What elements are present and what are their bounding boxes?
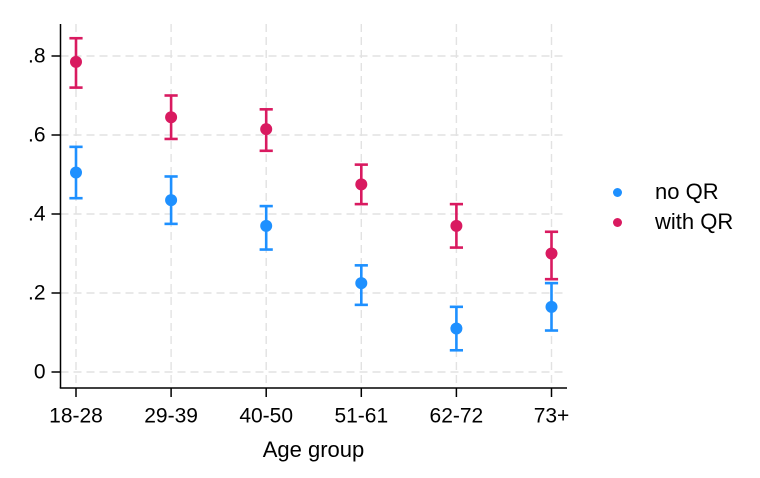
x-tick-label: 62-72 xyxy=(430,405,484,428)
data-point xyxy=(545,300,558,313)
data-point xyxy=(260,123,273,136)
x-tick-label: 51-61 xyxy=(334,405,388,428)
legend: no QR with QR xyxy=(613,177,733,237)
x-tick-label: 40-50 xyxy=(239,405,293,428)
legend-marker-no-qr-icon xyxy=(613,187,622,197)
data-point xyxy=(260,219,273,232)
y-tick-label: .8 xyxy=(28,45,46,68)
legend-item-no-qr: no QR xyxy=(613,177,733,207)
data-point xyxy=(165,111,178,124)
y-tick-label: .4 xyxy=(28,203,46,226)
y-tick-label: 0 xyxy=(34,361,46,384)
data-point xyxy=(355,277,368,290)
x-tick-label: 18-28 xyxy=(49,405,103,428)
x-axis-title: Age group xyxy=(262,437,365,462)
data-point xyxy=(70,55,82,68)
data-point xyxy=(450,219,463,232)
x-tick-label: 73+ xyxy=(534,405,570,428)
data-point xyxy=(545,247,558,260)
legend-marker-with-qr-icon xyxy=(613,217,622,227)
y-tick-label: .6 xyxy=(28,124,46,147)
data-point xyxy=(355,178,368,191)
data-point xyxy=(70,166,82,179)
data-point xyxy=(165,194,178,207)
x-tick-label: 29-39 xyxy=(144,405,198,428)
data-point xyxy=(450,322,463,335)
legend-label-no-qr: no QR xyxy=(655,179,719,204)
legend-label-with-qr: with QR xyxy=(655,209,734,234)
legend-item-with-qr: with QR xyxy=(613,207,733,237)
y-tick-label: .2 xyxy=(28,282,46,305)
